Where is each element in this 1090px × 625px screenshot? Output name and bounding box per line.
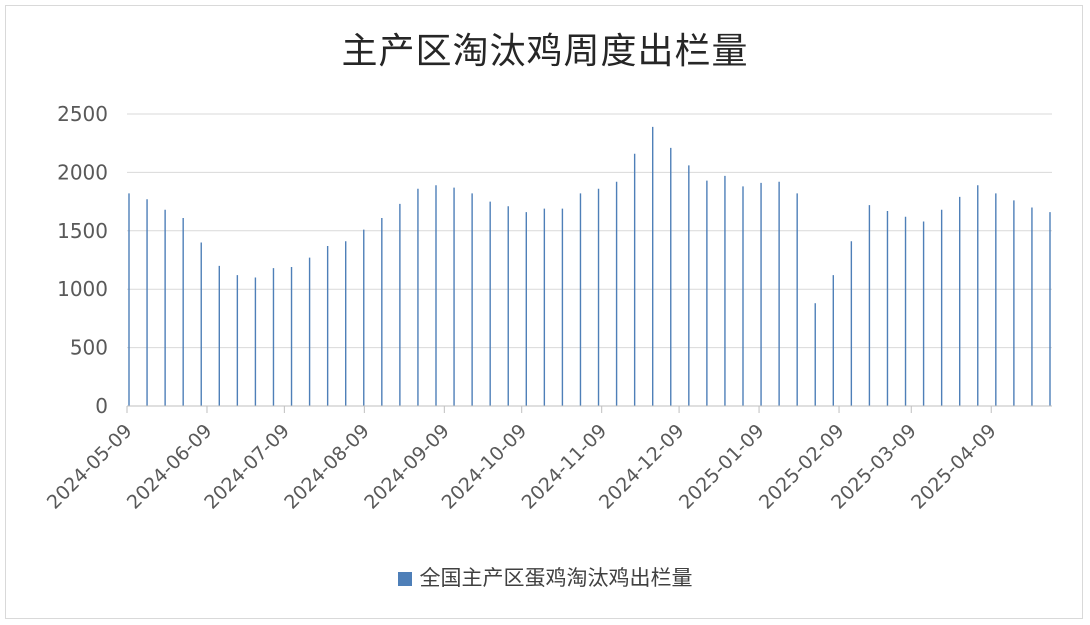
legend-label: 全国主产区蛋鸡淘汰鸡出栏量 [419, 566, 693, 590]
chart-title: 主产区淘汰鸡周度出栏量 [341, 31, 749, 72]
x-tick-label: 2025-04-09 [907, 420, 1001, 514]
x-axis-ticks: 2024-05-092024-06-092024-07-092024-08-09… [43, 406, 1001, 514]
x-tick-label: 2024-05-09 [43, 420, 137, 514]
y-tick-label: 2500 [57, 102, 108, 126]
y-tick-label: 2000 [57, 160, 108, 184]
y-tick-label: 500 [70, 336, 108, 360]
bar-series [128, 126, 1051, 406]
y-tick-label: 0 [95, 394, 108, 418]
legend: 全国主产区蛋鸡淘汰鸡出栏量 [0, 562, 1090, 592]
x-tick-label: 2025-01-09 [675, 420, 769, 514]
legend-swatch [397, 572, 412, 586]
gridlines [127, 113, 1052, 349]
x-tick-label: 2024-08-09 [280, 420, 374, 514]
y-axis-ticks: 0 500 1000 1500 2000 2500 [57, 102, 108, 418]
y-tick-label: 1500 [57, 219, 108, 243]
y-tick-label: 1000 [57, 277, 108, 301]
